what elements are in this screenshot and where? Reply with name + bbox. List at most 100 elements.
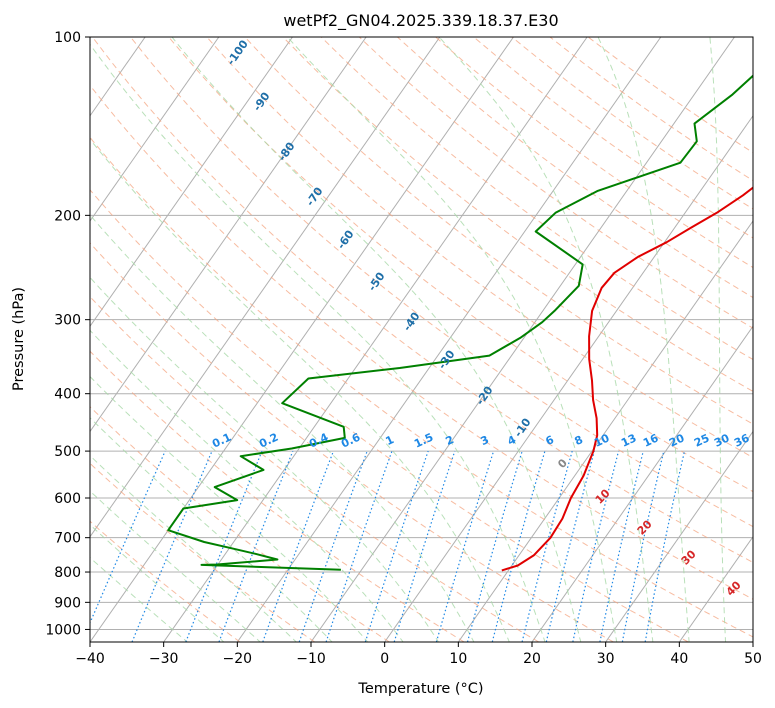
moist-adiabat [90, 375, 369, 642]
mixing-ratio-line [90, 450, 166, 625]
mixing-ratio-label: 0.1 [210, 431, 233, 451]
isotherm-line [752, 641, 753, 642]
mixing-ratio-label: 36 [732, 431, 752, 449]
moist-adiabat [90, 524, 225, 642]
isotherm-line [90, 37, 514, 642]
temperature-profile [501, 186, 753, 572]
mixing-ratio-label: 2 [444, 433, 456, 448]
isotherm-line [678, 535, 753, 642]
mixing-ratio-line [466, 450, 523, 642]
mixing-ratio-line [545, 450, 595, 642]
x-axis: −40 −30 −20 −10 0 10 20 30 40 50 [75, 642, 762, 667]
isotherm-label: -100 [224, 37, 251, 67]
mixing-ratio-line [262, 450, 334, 642]
isotherm-line [384, 114, 753, 642]
mixing-ratio-line [185, 450, 263, 642]
moist-adiabat [90, 214, 475, 642]
moist-adiabat [90, 329, 404, 642]
mixing-ratio-line [435, 450, 495, 642]
mixing-ratio-label: 0.6 [339, 430, 362, 450]
mixing-ratio-label: 25 [692, 431, 711, 449]
isotherm-line [236, 37, 662, 642]
isotherm-line [90, 37, 441, 538]
x-tick-label: 0 [380, 651, 389, 667]
isotherm-label: -80 [276, 140, 298, 164]
isotherm-label: -40 [401, 310, 423, 334]
dry-adiabat [92, 37, 753, 563]
mixing-ratio-line [325, 450, 393, 642]
mixing-ratio-label: 0.4 [307, 430, 330, 450]
dewpoint-profile [167, 74, 753, 571]
isotherm-label: -60 [335, 228, 357, 252]
dry-adiabat [130, 37, 753, 528]
mixing-ratio-line [218, 450, 294, 642]
dry-adiabat [435, 37, 753, 269]
y-tick-label: 1000 [45, 622, 81, 638]
moist-adiabat [90, 43, 546, 642]
dry-adiabat [511, 37, 753, 210]
mixing-ratio-label: 0.2 [257, 431, 280, 451]
mixing-ratio-label: 6 [544, 433, 557, 448]
mixing-ratio-line [364, 450, 429, 642]
dry-adiabat [90, 242, 614, 642]
x-tick-label: 50 [744, 651, 762, 667]
isotherm-line [163, 37, 588, 642]
mixing-ratio-label: 13 [619, 431, 638, 449]
y-tick-label: 500 [54, 444, 81, 460]
x-tick-label: −10 [296, 651, 326, 667]
dry-adiabat [168, 37, 753, 493]
mixing-ratio-label: 1.5 [412, 431, 435, 451]
moist-adiabat [90, 454, 298, 642]
mixing-ratio-line [572, 450, 620, 642]
moist-adiabat [90, 138, 510, 642]
moist-adiabat [90, 276, 440, 642]
mixing-ratio-line [491, 450, 546, 642]
dry-adiabat [90, 462, 315, 642]
isotherm-line [90, 37, 293, 328]
x-axis-title: Temperature (°C) [357, 681, 483, 697]
moist-adiabat [287, 37, 618, 642]
isotherm-line [90, 37, 220, 222]
moist-adiabat [171, 37, 582, 642]
dry-adiabat [320, 37, 753, 361]
y-tick-label: 200 [54, 208, 81, 224]
isotherm-label: -30 [436, 348, 458, 372]
chart-title: wetPf2_GN04.2025.339.18.37.E30 [283, 11, 558, 31]
dry-adiabat [90, 520, 241, 642]
y-tick-label: 600 [54, 491, 81, 507]
x-tick-label: 40 [670, 651, 688, 667]
moist-adiabat [709, 37, 727, 642]
dry-adiabat-label: 10 [593, 486, 613, 506]
isotherm-line [310, 37, 735, 642]
dry-adiabat [90, 84, 753, 600]
mixing-ratio-label: 1 [384, 433, 396, 448]
dry-adiabat [90, 350, 465, 642]
plot-area [90, 37, 753, 642]
dry-adiabat-label: 0 [555, 456, 570, 471]
dry-adiabat [358, 37, 753, 329]
dry-adiabat-label: 30 [679, 547, 699, 567]
mixing-ratio-label: 20 [667, 431, 687, 449]
y-tick-label: 900 [54, 595, 81, 611]
x-tick-label: −20 [223, 651, 253, 667]
mixing-ratio-label: 10 [592, 431, 612, 449]
mixing-ratio-line [599, 450, 644, 642]
x-tick-label: −40 [75, 651, 105, 667]
mixing-ratio-line [131, 450, 213, 642]
moist-adiabat [438, 37, 654, 642]
dry-adiabat-label: 40 [724, 578, 744, 598]
dry-adiabat [206, 37, 753, 459]
mixing-ratio-line [644, 450, 686, 642]
dry-adiabat [90, 405, 390, 642]
isotherm-line [457, 220, 753, 642]
mixing-ratio-line [621, 450, 665, 642]
x-tick-label: 30 [597, 651, 615, 667]
plot-frame [89, 36, 754, 643]
isotherm-label: -20 [474, 384, 496, 408]
y-tick-label: 300 [54, 313, 81, 329]
isotherm-label: -90 [251, 90, 273, 114]
x-tick-label: −30 [149, 651, 179, 667]
y-axis: 100 200 300 400 500 600 700 800 900 1000 [45, 30, 90, 638]
moist-adiabat [597, 37, 690, 642]
